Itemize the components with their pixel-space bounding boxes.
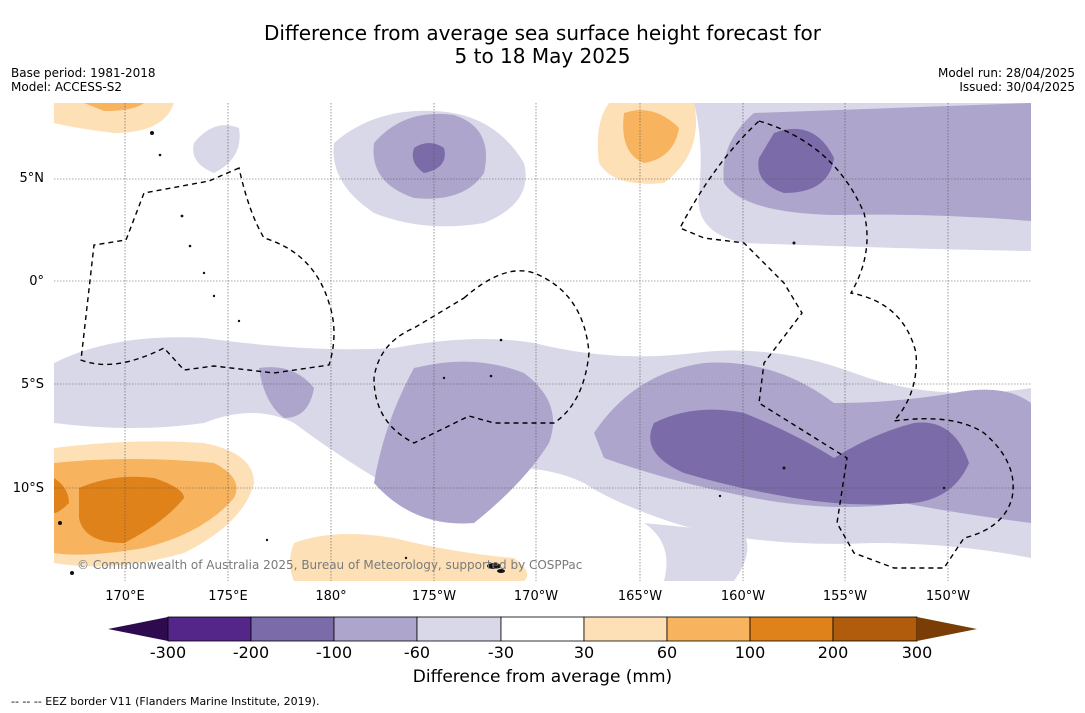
copyright-text: © Commonwealth of Australia 2025, Bureau… [77,558,583,572]
colorbar-tick-3: -100 [315,643,353,662]
model-name: Model: ACCESS-S2 [11,80,123,94]
band-positive [54,103,696,581]
lon-label-165w: 165°W [617,589,663,604]
title-line-2: 5 to 18 May 2025 [454,44,631,68]
lon-label-150w: 150°W [925,589,971,604]
eez-legend: -- -- -- EEZ border V11 (Flanders Marine… [11,695,320,708]
colorbar-swatch-3 [333,616,418,642]
colorbar-tick-6: 30 [573,643,595,662]
lat-label-0: 0° [29,274,44,289]
title-line-1: Difference from average sea surface heig… [263,21,822,45]
band-minus-100 [412,128,969,505]
colorbar-swatch-9 [832,616,918,642]
model-run: Model run: 28/04/2025 [937,66,1075,80]
colorbar [108,616,977,642]
colorbar-tick-10: 300 [901,643,933,662]
colorbar-tick-1: -300 [149,643,187,662]
colorbar-extend-low [108,617,168,641]
colorbar-swatch-2 [250,616,335,642]
colorbar-swatch-7 [666,616,751,642]
gridlines [54,103,1031,581]
lon-label-155w: 155°W [822,589,868,604]
meta-left: Base period: 1981-2018 Model: ACCESS-S2 [11,66,156,94]
colorbar-swatch-5 [500,616,585,642]
colorbar-tick-8: 100 [734,643,766,662]
anomaly-map [54,103,1031,581]
lon-label-175e: 175°E [208,589,248,604]
chart-title: Difference from average sea surface heig… [0,22,1085,68]
colorbar-tick-9: 200 [817,643,849,662]
lon-label-170w: 170°W [513,589,559,604]
map-panel [54,103,1031,581]
base-period: Base period: 1981-2018 [11,66,156,80]
eez-borders [80,120,1014,569]
lat-label-5s: 5°S [20,377,44,392]
colorbar-tick-4: -60 [403,643,431,662]
lat-label-5n: 5°N [19,171,45,186]
lat-label-10s: 10°S [12,481,44,496]
colorbar-tick-7: 60 [656,643,678,662]
colorbar-swatch-4 [416,616,502,642]
meta-right: Model run: 28/04/2025 Issued: 30/04/2025 [938,66,1075,94]
colorbar-swatch-6 [583,616,668,642]
colorbar-title: Difference from average (mm) [412,667,673,687]
colorbar-swatch-8 [749,616,834,642]
colorbar-tick-5: -30 [487,643,515,662]
colorbar-extend-high [917,617,977,641]
lon-label-170e: 170°E [105,589,145,604]
colorbar-swatch-1 [167,616,252,642]
lon-label-175w: 175°W [411,589,457,604]
islands [58,131,946,575]
lon-label-160w: 160°W [720,589,766,604]
colorbar-tick-2: -200 [232,643,270,662]
lon-label-180: 180° [315,589,347,604]
issued-date: Issued: 30/04/2025 [959,80,1075,94]
